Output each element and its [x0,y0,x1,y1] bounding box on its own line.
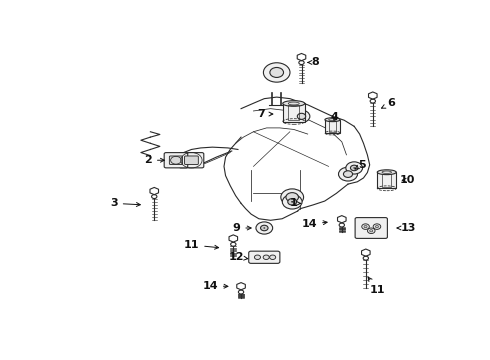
Circle shape [346,162,363,174]
Circle shape [373,224,381,229]
Circle shape [286,193,298,202]
Circle shape [353,167,355,168]
Ellipse shape [283,101,305,106]
Circle shape [375,225,378,228]
FancyBboxPatch shape [179,153,204,168]
Text: 13: 13 [397,223,416,233]
Circle shape [263,255,269,260]
FancyBboxPatch shape [164,153,188,168]
Text: 11: 11 [184,240,219,250]
FancyBboxPatch shape [170,156,182,165]
Text: 2: 2 [144,155,164,165]
Text: 14: 14 [202,281,228,291]
Text: 10: 10 [399,175,415,185]
Ellipse shape [377,170,396,175]
Text: 14: 14 [301,219,327,229]
Circle shape [370,230,373,232]
Bar [377,172,396,188]
Text: 5: 5 [355,160,366,170]
Circle shape [261,225,268,231]
Bar [382,174,392,187]
FancyBboxPatch shape [185,156,198,165]
Text: 12: 12 [229,252,248,262]
Circle shape [343,171,353,177]
Circle shape [256,222,272,234]
Circle shape [293,110,310,122]
Circle shape [281,189,304,206]
Text: 9: 9 [232,223,251,233]
Text: 8: 8 [308,58,319,67]
Circle shape [263,227,265,229]
Circle shape [350,165,358,171]
Text: 7: 7 [257,109,273,119]
Circle shape [291,201,294,203]
Text: 3: 3 [110,198,140,208]
Circle shape [368,228,375,234]
Bar [288,105,299,120]
Circle shape [339,167,358,181]
FancyBboxPatch shape [249,251,280,264]
Circle shape [282,195,302,209]
Circle shape [270,67,284,77]
Bar [329,121,336,132]
Text: 6: 6 [382,98,395,108]
Text: 1: 1 [290,198,301,208]
Ellipse shape [325,118,340,122]
Circle shape [264,63,290,82]
FancyBboxPatch shape [355,217,388,238]
Bar [283,103,305,122]
Circle shape [288,199,296,205]
Bar [325,120,340,133]
Circle shape [362,224,369,229]
Text: 11: 11 [368,277,385,294]
Text: 4: 4 [330,112,338,122]
Circle shape [364,225,367,228]
Circle shape [270,255,276,260]
Circle shape [254,255,261,260]
Circle shape [297,113,306,120]
